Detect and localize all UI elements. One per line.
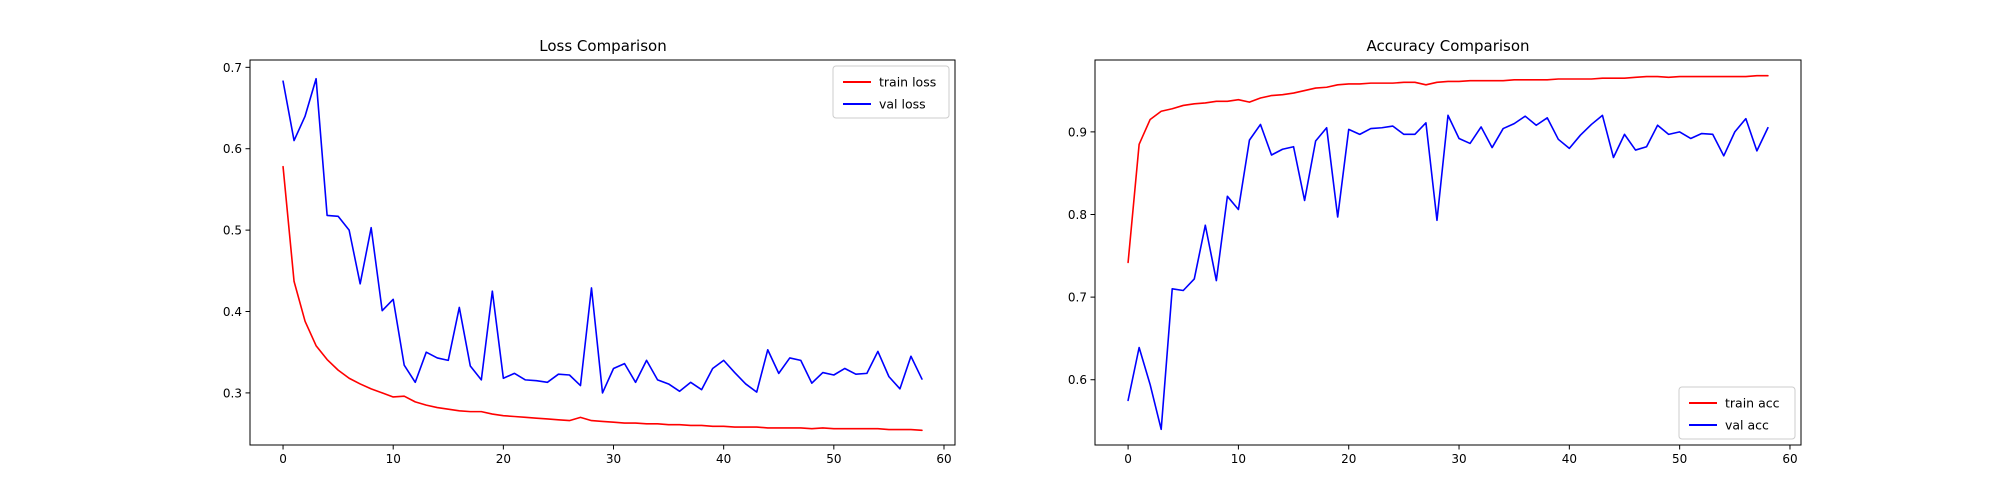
- x-tick-label: 10: [1231, 452, 1246, 466]
- series-layer: [282, 77, 923, 432]
- y-tick-label: 0.6: [1068, 373, 1087, 387]
- legend: train acc val acc: [1678, 386, 1796, 440]
- y-tick-label: 0.5: [223, 224, 242, 238]
- accuracy-comparison-chart: Accuracy Comparison 0 10 20 30 40 50 600.60.70…: [1068, 37, 1802, 466]
- y-tick-label: 0.9: [1068, 125, 1087, 139]
- axis-ticks: 0 10 20 30 40 50 60 0.3 0.4 0.5 0.6 0.7: [223, 61, 952, 466]
- legend-label-val-loss: val loss: [879, 97, 926, 112]
- x-tick-label: 0: [1124, 452, 1132, 466]
- x-tick-label: 20: [1341, 452, 1356, 466]
- legend-label-val-acc: val acc: [1725, 418, 1769, 433]
- plot-frame: [249, 59, 956, 446]
- x-tick-label: 10: [386, 452, 401, 466]
- y-tick-label: 0.7: [223, 61, 242, 75]
- y-tick-label: 0.7: [1068, 291, 1087, 305]
- x-tick-label: 30: [1451, 452, 1466, 466]
- loss-comparison-chart: Loss Comparison 0 10 20 30 40 50 60 0.3 0.4 0.5 0.…: [223, 37, 956, 466]
- legend-label-train-loss: train loss: [879, 75, 936, 90]
- y-tick-label: 0.3: [223, 386, 242, 400]
- y-tick-label: 0.4: [223, 305, 242, 319]
- x-tick-label: 60: [936, 452, 951, 466]
- x-tick-label: 60: [1782, 452, 1797, 466]
- legend-label-train-acc: train acc: [1725, 396, 1780, 411]
- chart-title: Loss Comparison: [539, 37, 666, 55]
- chart-title: Accuracy Comparison: [1366, 37, 1529, 55]
- series-line-train-acc: [1127, 74, 1769, 264]
- series-line-train-loss: [282, 165, 923, 432]
- series-layer: [1127, 74, 1769, 431]
- x-tick-label: 50: [826, 452, 841, 466]
- x-tick-label: 40: [1562, 452, 1577, 466]
- x-tick-label: 30: [606, 452, 621, 466]
- x-tick-label: 40: [716, 452, 731, 466]
- y-tick-label: 0.6: [223, 142, 242, 156]
- y-tick-label: 0.8: [1068, 208, 1087, 222]
- axis-ticks: 0 10 20 30 40 50 60 0.6 0.7 0.8 0.9: [1068, 125, 1798, 466]
- series-line-val-loss: [282, 77, 923, 394]
- legend: train loss val loss: [832, 65, 950, 119]
- x-tick-label: 50: [1672, 452, 1687, 466]
- series-line-val-acc: [1127, 114, 1769, 431]
- plot-frame: [1094, 59, 1802, 446]
- x-tick-label: 0: [279, 452, 287, 466]
- x-tick-label: 20: [496, 452, 511, 466]
